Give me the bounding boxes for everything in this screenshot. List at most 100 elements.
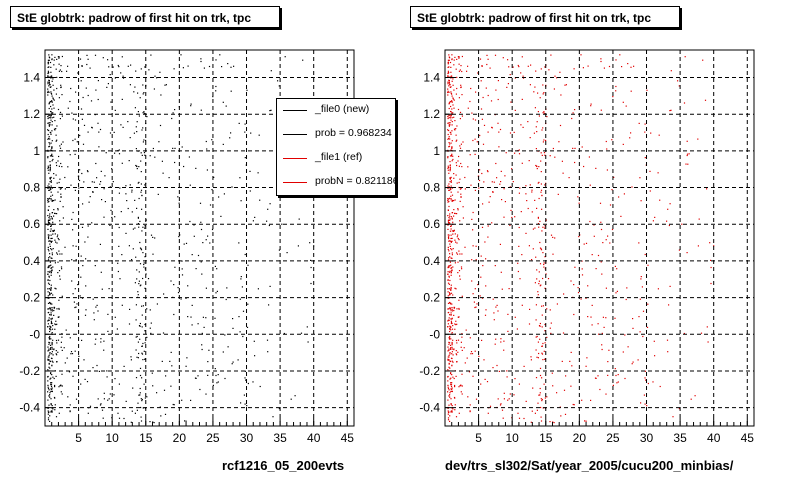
data-point (108, 288, 110, 290)
data-point (203, 67, 205, 69)
data-point (98, 146, 100, 148)
data-point (47, 407, 49, 409)
data-point (50, 410, 52, 412)
data-point (221, 66, 223, 68)
data-point (96, 364, 98, 367)
data-point (154, 75, 156, 77)
data-point (109, 74, 111, 76)
data-point (47, 248, 49, 250)
data-point (53, 200, 55, 202)
data-point (220, 215, 222, 217)
data-point (136, 168, 138, 170)
data-point (48, 308, 50, 310)
data-point (61, 115, 63, 117)
data-point (48, 198, 50, 200)
data-point (140, 191, 142, 193)
data-point (69, 411, 71, 413)
data-point (58, 56, 60, 58)
data-point (146, 336, 148, 338)
data-point (47, 391, 49, 393)
data-point (121, 304, 123, 306)
data-point (72, 118, 74, 120)
data-point (60, 65, 62, 67)
data-point (56, 236, 58, 238)
x-tick-label: 5 (75, 431, 82, 445)
data-point (72, 211, 74, 214)
data-point (109, 132, 112, 134)
data-point (49, 57, 51, 59)
data-point (138, 271, 140, 273)
data-point (114, 152, 116, 154)
data-point (83, 359, 85, 361)
data-point (51, 348, 53, 350)
data-point (66, 70, 68, 72)
data-point (150, 234, 153, 236)
data-point (51, 187, 53, 189)
data-point (165, 375, 167, 377)
data-point (217, 374, 219, 376)
data-point (61, 373, 63, 375)
data-point (143, 112, 146, 114)
data-point (82, 143, 85, 145)
data-point (47, 359, 49, 361)
data-point (79, 295, 81, 297)
data-point (53, 314, 55, 316)
data-point (117, 412, 119, 414)
data-point (144, 184, 146, 186)
data-point (178, 236, 180, 238)
data-point (52, 325, 54, 327)
data-point (48, 222, 51, 224)
data-point (246, 405, 248, 407)
data-point (127, 65, 129, 67)
data-point (259, 199, 261, 201)
data-point (47, 380, 49, 382)
data-point (49, 415, 51, 417)
data-point (61, 55, 63, 58)
data-point (97, 80, 99, 82)
data-point (49, 155, 52, 157)
data-point (139, 97, 141, 99)
data-point (49, 84, 51, 86)
data-point (50, 101, 52, 103)
data-point (136, 356, 138, 358)
data-point (129, 184, 131, 186)
data-point (50, 216, 52, 218)
data-point (122, 77, 125, 79)
data-point (101, 288, 103, 290)
data-point (72, 245, 74, 247)
data-point (135, 349, 137, 351)
data-point (49, 293, 51, 295)
data-point (141, 314, 143, 316)
data-point (240, 200, 242, 202)
data-point (97, 98, 99, 101)
data-point (55, 140, 57, 142)
data-point (49, 122, 51, 124)
data-point (67, 65, 69, 67)
data-point (47, 228, 49, 230)
data-point (140, 249, 143, 251)
data-point (240, 402, 242, 404)
data-point (47, 326, 49, 328)
data-point (170, 385, 172, 387)
data-point (51, 154, 53, 156)
data-point (55, 68, 57, 70)
data-point (59, 253, 61, 255)
data-point (122, 75, 124, 77)
data-point (268, 224, 270, 227)
y-tick-label: 0.2 (23, 291, 40, 305)
data-point (74, 189, 76, 191)
data-point (48, 189, 50, 191)
data-point (58, 307, 60, 310)
data-point (249, 190, 251, 192)
data-point (114, 316, 116, 318)
data-point (50, 195, 52, 197)
data-point (52, 294, 54, 296)
data-point (58, 70, 60, 72)
data-point (53, 107, 55, 109)
data-point (53, 59, 55, 61)
data-point (139, 392, 141, 394)
data-point (131, 189, 133, 191)
grid (45, 50, 354, 426)
y-tick-label: 1.4 (23, 71, 40, 85)
data-point (107, 313, 109, 315)
